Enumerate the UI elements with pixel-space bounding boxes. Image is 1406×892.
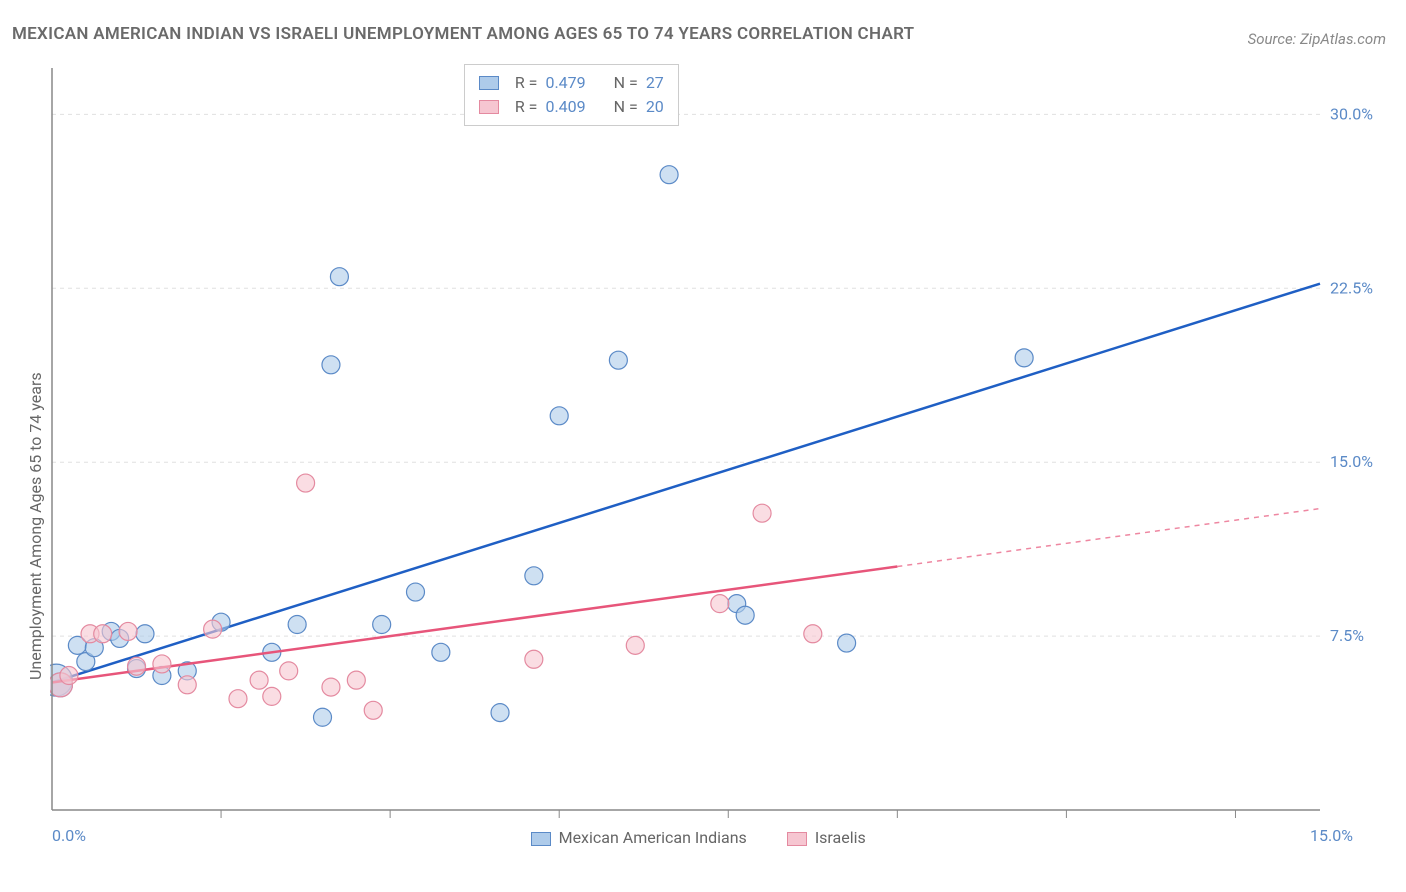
legend-r-label: R = (515, 71, 538, 95)
x-axis-tick-label: 0.0% (52, 826, 86, 845)
legend-swatch (479, 100, 499, 114)
series-legend-item: Israelis (787, 828, 866, 847)
svg-text:22.5%: 22.5% (1330, 278, 1373, 297)
legend-r-value: 0.409 (545, 95, 585, 119)
legend-row: R = 0.479 N = 27 (479, 71, 664, 95)
legend-row: R = 0.409 N = 20 (479, 95, 664, 119)
series-legend-item: Mexican American Indians (531, 828, 747, 847)
svg-text:15.0%: 15.0% (1330, 452, 1373, 471)
page-title: MEXICAN AMERICAN INDIAN VS ISRAELI UNEMP… (12, 24, 914, 44)
legend-r-value: 0.479 (545, 71, 585, 95)
legend-n-label: N = (614, 71, 638, 95)
y-axis-label: Unemployment Among Ages 65 to 74 years (26, 372, 45, 680)
legend-n-value: 20 (646, 95, 664, 119)
legend-swatch (531, 832, 551, 846)
legend-n-value: 27 (646, 71, 664, 95)
legend-n-label: N = (614, 95, 638, 119)
correlation-legend: R = 0.479 N = 27 R = 0.409 N = 20 (464, 64, 679, 126)
source-attribution: Source: ZipAtlas.com (1248, 30, 1386, 48)
legend-swatch (787, 832, 807, 846)
svg-text:7.5%: 7.5% (1330, 626, 1364, 645)
series-legend-label: Israelis (815, 828, 866, 847)
legend-swatch (479, 76, 499, 90)
series-legend: Mexican American Indians Israelis (531, 828, 866, 847)
svg-text:30.0%: 30.0% (1330, 104, 1373, 123)
x-axis-tick-label: 15.0% (1310, 826, 1353, 845)
correlation-chart: 7.5% 15.0% 22.5% 30.0% (50, 60, 1385, 830)
series-legend-label: Mexican American Indians (559, 828, 747, 847)
legend-r-label: R = (515, 95, 538, 119)
